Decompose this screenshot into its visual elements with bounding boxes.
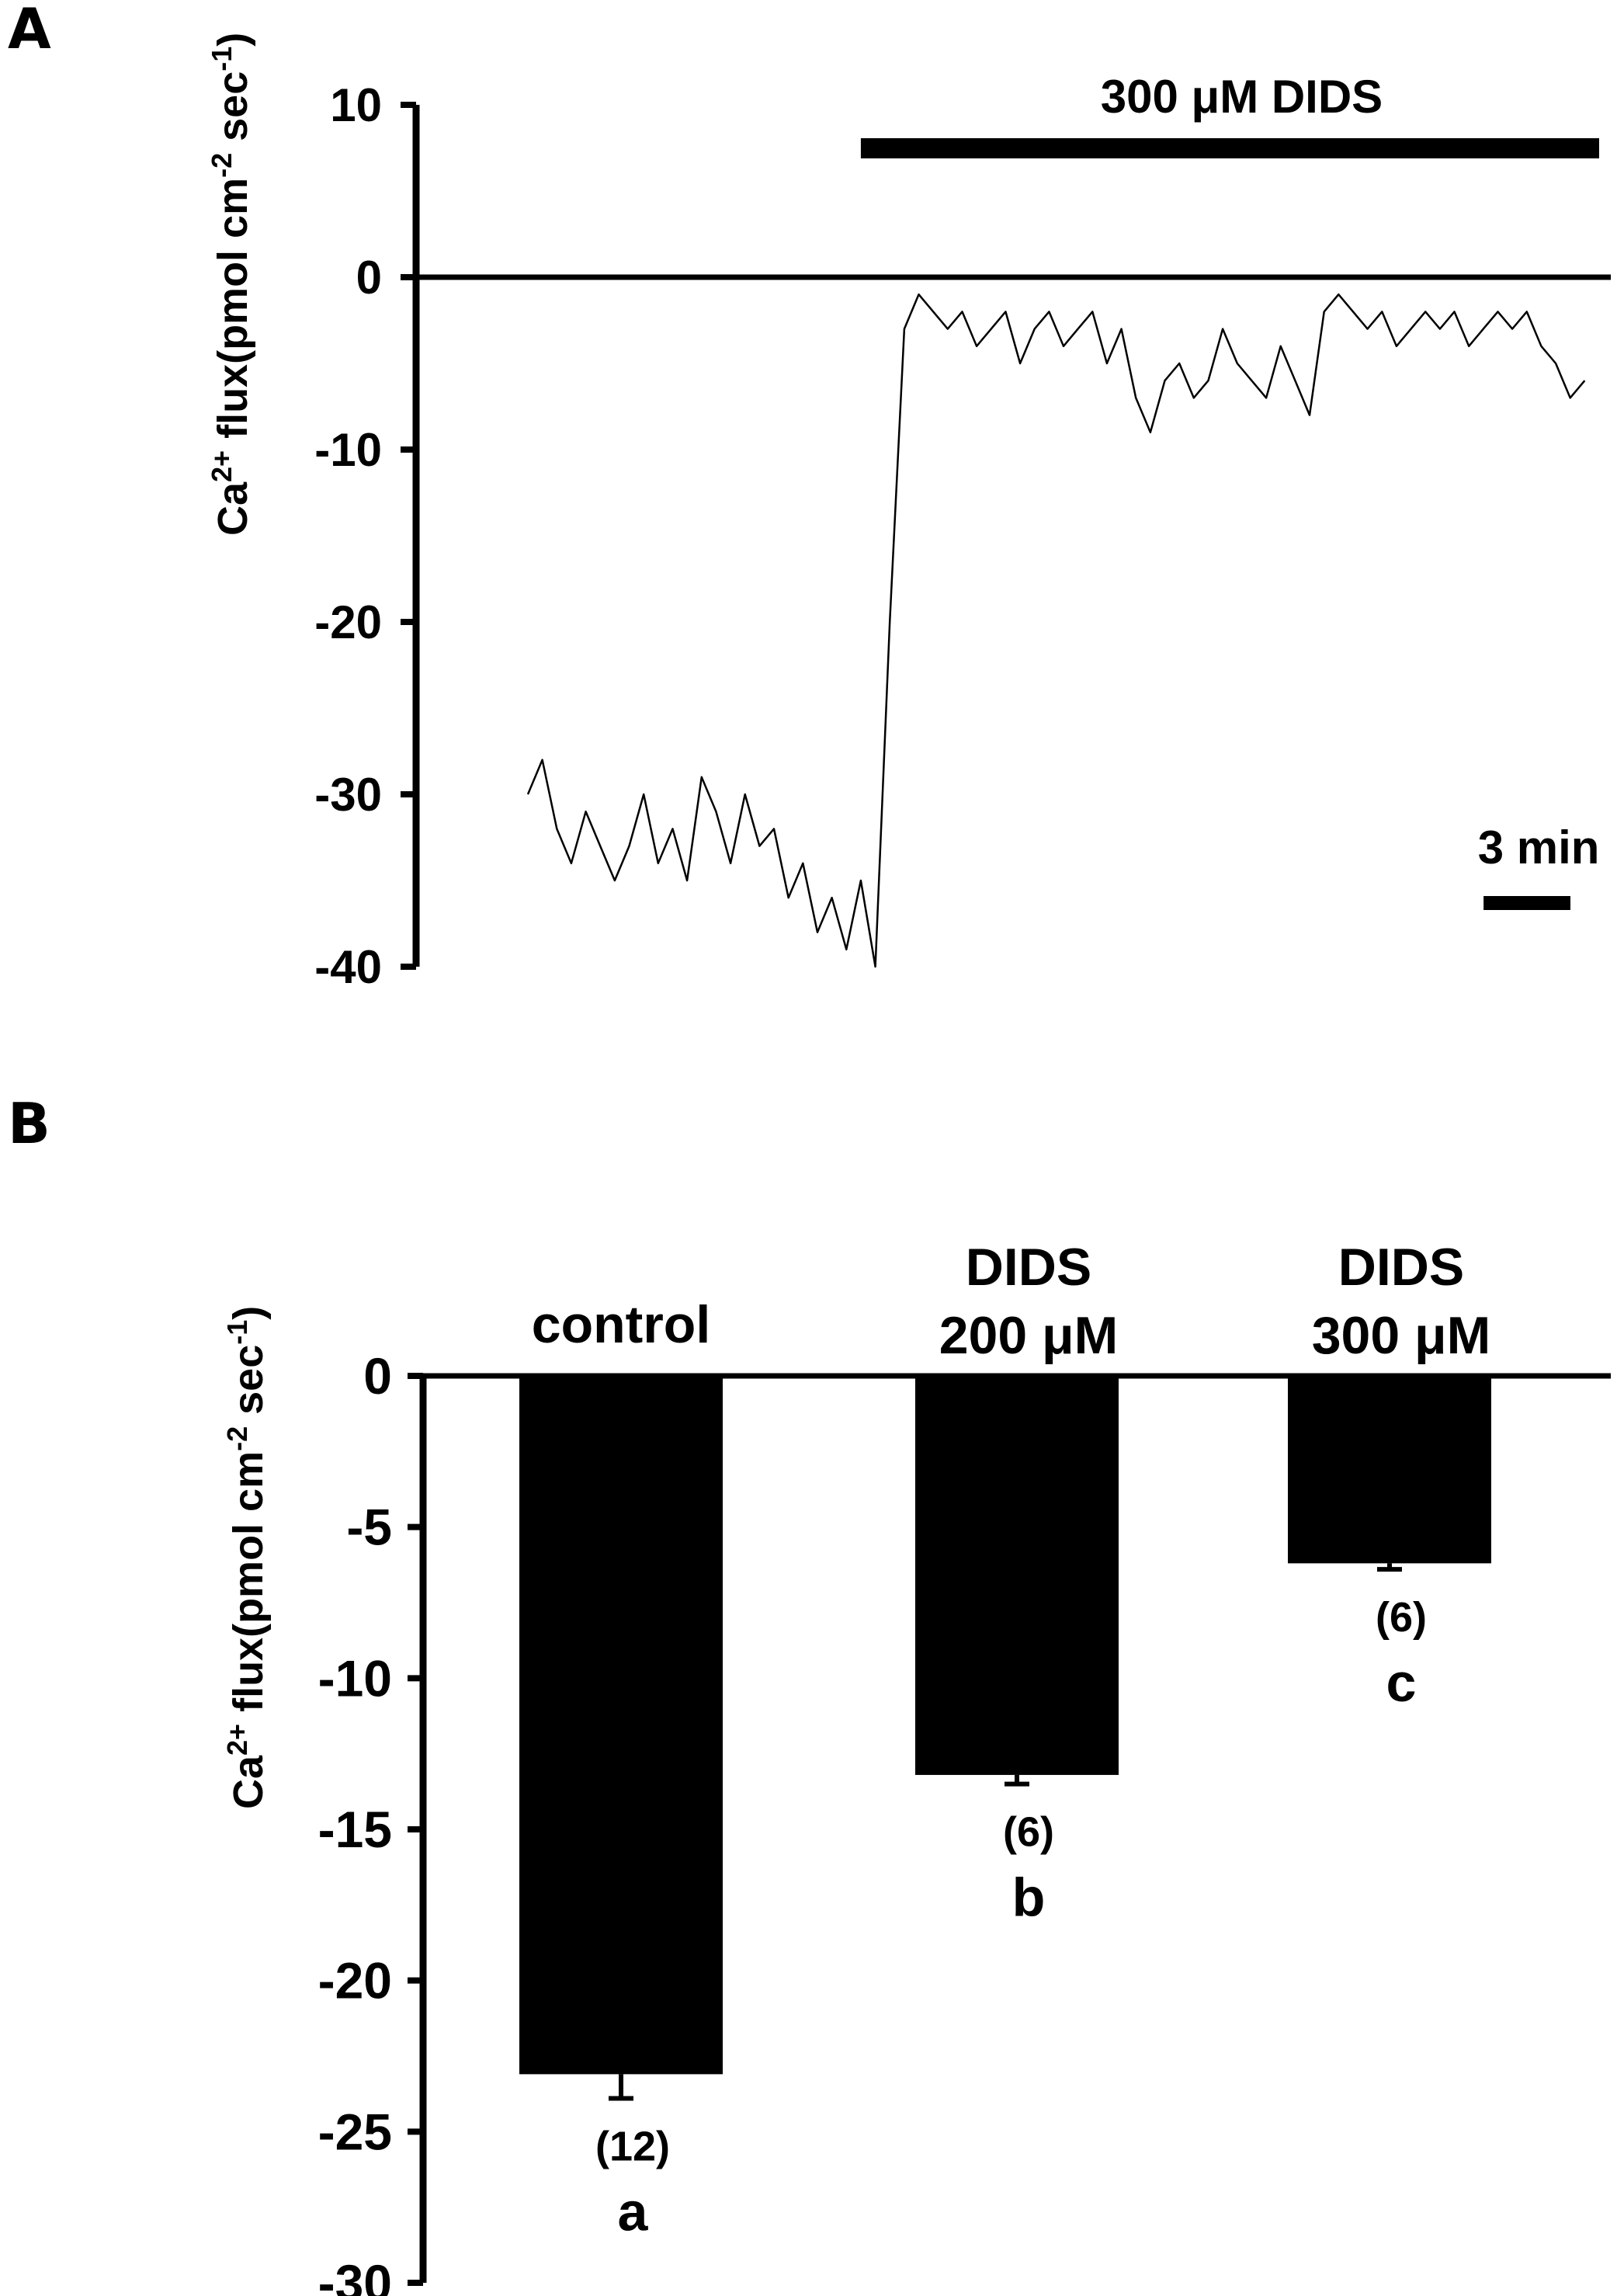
sample-size-label: (6) bbox=[1003, 1809, 1054, 1856]
panel-a-y-tick-label: -20 bbox=[314, 596, 382, 648]
panel-a-letter: A bbox=[8, 0, 51, 61]
panel-b-bars: (12) a control (6) b DIDS 200 μM (6) c DIDS 300 μM bbox=[519, 1238, 1491, 2242]
significance-letter: c bbox=[1386, 1652, 1417, 1713]
panel-b-y-tick-label: -15 bbox=[318, 1801, 392, 1858]
panel-b-letter: B bbox=[8, 1091, 50, 1156]
category-label: 300 μM bbox=[1312, 1306, 1491, 1365]
panel-a-y-tick-label: -30 bbox=[314, 769, 382, 821]
panel-b-y-axis-label: Ca2+ flux(pmol cm-2 sec-1) bbox=[221, 1306, 272, 1809]
panel-a: A Ca2+ flux(pmol cm-2 sec-1) 10 0 -10 -20 -3… bbox=[8, 0, 1611, 993]
panel-a-y-axis-label: Ca2+ flux(pmol cm-2 sec-1) bbox=[206, 33, 256, 536]
panel-b-y-ticks: 0 -5 -10 -15 -20 -25 -30 bbox=[318, 1347, 423, 2296]
panel-b-y-tick-label: -25 bbox=[318, 2103, 392, 2160]
panel-b-y-tick-label: -20 bbox=[318, 1952, 392, 2009]
panel-a-y-tick-label: 10 bbox=[330, 79, 382, 131]
time-scale-label: 3 min bbox=[1478, 821, 1600, 874]
panel-a-y-tick-label: -10 bbox=[314, 424, 382, 476]
category-label: control bbox=[532, 1295, 710, 1354]
flux-trace bbox=[526, 293, 1586, 968]
significance-letter: a bbox=[618, 2182, 649, 2242]
panel-a-y-tick-label: 0 bbox=[356, 252, 382, 304]
time-scale-bar bbox=[1483, 896, 1570, 910]
category-label: DIDS bbox=[1338, 1238, 1464, 1297]
treatment-label: 300 μM DIDS bbox=[1101, 71, 1383, 123]
panel-b-y-tick-label: -30 bbox=[318, 2254, 392, 2296]
panel-b: B Ca2+ flux(pmol cm-2 sec-1) 0 -5 -10 -15 -2… bbox=[8, 1091, 1611, 2296]
treatment-bar bbox=[860, 138, 1599, 158]
category-label: 200 μM bbox=[939, 1306, 1119, 1365]
panel-b-y-tick-label: 0 bbox=[363, 1347, 392, 1405]
category-label: DIDS bbox=[966, 1238, 1091, 1297]
bar bbox=[915, 1376, 1119, 1775]
panel-a-y-tick-label: -40 bbox=[314, 941, 382, 993]
panel-a-y-ticks: 10 0 -10 -20 -30 -40 bbox=[314, 79, 416, 993]
panel-b-y-tick-label: -5 bbox=[346, 1499, 392, 1556]
bar bbox=[519, 1376, 723, 2075]
bar bbox=[1288, 1376, 1491, 1564]
significance-letter: b bbox=[1012, 1867, 1046, 1928]
sample-size-label: (6) bbox=[1376, 1594, 1427, 1641]
panel-b-y-tick-label: -10 bbox=[318, 1649, 392, 1707]
sample-size-label: (12) bbox=[595, 2124, 670, 2170]
